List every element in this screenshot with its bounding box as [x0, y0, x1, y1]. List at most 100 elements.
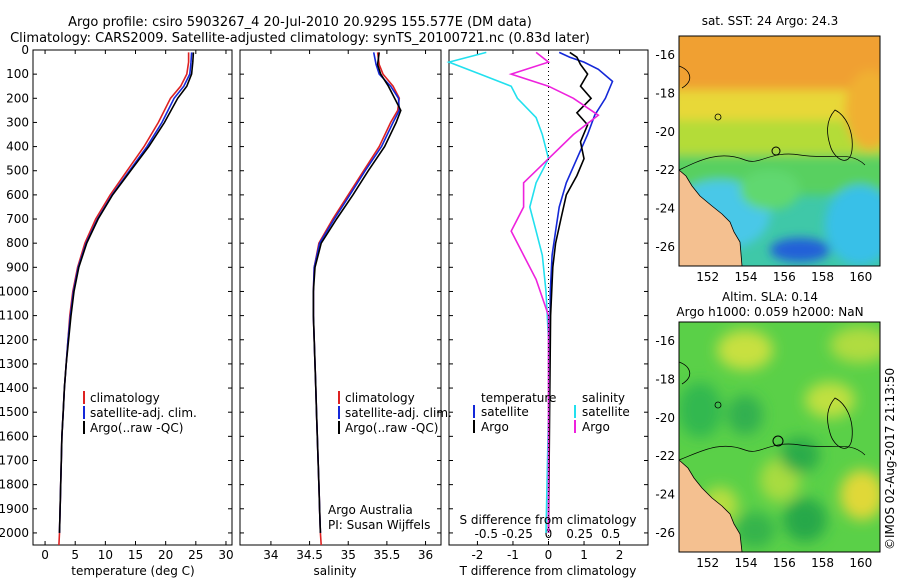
x2-tick-label: 0.25: [566, 527, 593, 541]
series-line-satellite-adj-clim-: [312, 52, 401, 533]
imos-timestamp: ©IMOS 02-Aug-2017 21:13:50: [883, 368, 897, 550]
y-tick-label: 200: [6, 91, 29, 105]
map-x-tick-label: 156: [773, 556, 796, 570]
y-tick-label: 400: [6, 140, 29, 154]
diff-xlabel-top: S difference from climatology: [460, 513, 637, 527]
sst-cyan-patch-e: [825, 185, 880, 265]
sst-map: [679, 36, 880, 266]
x-tick-label: 0: [41, 548, 49, 562]
y-tick-label: 1400: [0, 381, 29, 395]
map-y-tick-label: -18: [655, 373, 675, 387]
x-tick-label: 10: [98, 548, 113, 562]
sla-dark-green-patch: [735, 512, 775, 548]
map-x-tick-label: 160: [849, 556, 872, 570]
y-tick-label: 900: [6, 260, 29, 274]
reef-contour: [679, 361, 691, 385]
legend-title-salinity: salinity: [582, 391, 625, 405]
sla-dark-green-patch: [727, 395, 763, 435]
y-tick-label: 1100: [0, 309, 29, 323]
legend-label-sal-argo: Argo: [582, 420, 610, 434]
series-line-argo-raw-qc-: [312, 52, 402, 533]
temperature-legend: climatology satellite-adj. clim. Argo(..…: [83, 391, 197, 435]
x-tick-label: 20: [158, 548, 173, 562]
legend-label-climatology: climatology: [90, 391, 160, 405]
map-y-tick-label: -16: [655, 48, 675, 62]
y-tick-label: 600: [6, 188, 29, 202]
map-y-tick-label: -20: [655, 125, 675, 139]
reef-contour: [827, 397, 853, 449]
map-y-tick-label: -18: [655, 87, 675, 101]
reef-contour: [827, 109, 853, 161]
sst-green-patch: [740, 170, 800, 210]
sla-map-title-line1: Altim. SLA: 0.14: [722, 290, 818, 304]
y-tick-label: 1900: [0, 502, 29, 516]
y-tick-label: 1000: [0, 284, 29, 298]
map-y-tick-label: -24: [655, 488, 675, 502]
sla-dark-green-patch: [679, 382, 722, 438]
x-tick-label: 36: [418, 548, 433, 562]
x-tick-label: 1: [580, 548, 588, 562]
map-x-tick-label: 152: [696, 556, 719, 570]
x-tick-label: 35: [341, 548, 356, 562]
sla-map-title-line2: Argo h1000: 0.059 h2000: NaN: [676, 305, 863, 319]
map-y-tick-label: -26: [655, 240, 675, 254]
reef-contour: [679, 153, 866, 171]
sla-yellow-patch: [840, 470, 880, 520]
argo-float-location: [771, 146, 781, 156]
map-y-tick-label: -24: [655, 202, 675, 216]
australia-coast: [679, 169, 743, 266]
map-x-tick-label: 158: [811, 270, 834, 284]
credit-line2: PI: Susan Wijffels: [328, 518, 430, 532]
sla-yellow-patch: [717, 330, 773, 370]
map-y-tick-label: -22: [655, 449, 675, 463]
x2-tick-label: -0.5: [475, 527, 498, 541]
diff-xlabel-bottom: T difference from climatology: [459, 564, 637, 578]
map-x-tick-label: 156: [773, 270, 796, 284]
temperature-xlabel: temperature (deg C): [71, 564, 194, 578]
credit-line1: Argo Australia: [328, 503, 413, 517]
temperature-panel-frame: [32, 49, 233, 546]
y-tick-label: 1200: [0, 333, 29, 347]
legend-title-temperature: temperature: [481, 391, 556, 405]
series-line-argo-raw-qc-: [58, 52, 195, 533]
legend-label-argo: Argo(..raw -QC): [345, 421, 438, 435]
x2-tick-label: 0.5: [601, 527, 620, 541]
y-tick-label: 100: [6, 67, 29, 81]
series-line-climatology: [312, 52, 401, 546]
reef-contour: [714, 401, 722, 409]
sst-warm-patch: [845, 70, 880, 150]
series-line-satellite-adj-clim-: [58, 52, 193, 533]
y-tick-label: 300: [6, 115, 29, 129]
sla-dark-green-patch: [780, 437, 820, 473]
figure-title-line2: Climatology: CARS2009. Satellite-adjuste…: [10, 31, 590, 46]
y-tick-label: 1300: [0, 357, 29, 371]
map-x-tick-label: 158: [811, 556, 834, 570]
difference-legend: temperature salinity satellite Argo sate…: [473, 391, 630, 434]
legend-label-temp-argo: Argo: [481, 420, 509, 434]
x2-tick-label: -0.25: [502, 527, 533, 541]
legend-label-satellite: satellite-adj. clim.: [345, 406, 452, 420]
sla-map: [679, 322, 880, 552]
series-line-temperature-argo: [547, 51, 593, 533]
y-tick-label: 1500: [0, 405, 29, 419]
argo-float-location: [772, 435, 784, 447]
legend-label-climatology: climatology: [345, 391, 415, 405]
map-x-tick-label: 160: [849, 270, 872, 284]
legend-label-argo: Argo(..raw -QC): [90, 421, 183, 435]
x-tick-label: 34: [263, 548, 278, 562]
sla-yellow-patch: [805, 382, 855, 418]
x-tick-label: 25: [188, 548, 203, 562]
sla-dark-green-patch: [783, 498, 827, 542]
x-tick-label: 30: [218, 548, 233, 562]
salinity-xlabel: salinity: [313, 564, 356, 578]
map-y-tick-label: -22: [655, 163, 675, 177]
y-tick-label: 1700: [0, 453, 29, 467]
series-line-salinity-argo: [508, 51, 600, 533]
figure-title-line1: Argo profile: csiro 5903267_4 20-Jul-201…: [68, 15, 532, 30]
series-line-climatology: [58, 52, 190, 546]
y-tick-label: 2000: [0, 526, 29, 540]
x-tick-label: 2: [616, 548, 624, 562]
map-y-tick-label: -20: [655, 411, 675, 425]
y-tick-label: 0: [21, 43, 29, 57]
